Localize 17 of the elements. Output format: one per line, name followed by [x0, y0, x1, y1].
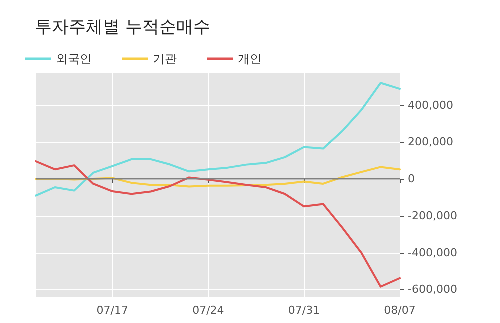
line-series	[35, 160, 401, 288]
y-tick-label: 0	[408, 172, 415, 186]
x-tick-label: 07/17	[96, 304, 128, 317]
chart-title: 투자주체별 누적순매수	[35, 18, 210, 38]
legend-label: 기관	[153, 52, 177, 66]
legend-label: 외국인	[56, 52, 92, 66]
y-tick-label: -600,000	[408, 283, 458, 296]
y-tick-label: 400,000	[408, 98, 454, 112]
x-tick-label: 08/07	[384, 304, 416, 317]
y-tick-label: -200,000	[408, 209, 458, 222]
y-tick-label: -400,000	[408, 246, 458, 260]
y-tick-label: 200,000	[408, 136, 454, 149]
legend-label: 개인	[238, 52, 262, 66]
x-tick-label: 07/31	[288, 304, 320, 317]
line-series	[35, 82, 401, 197]
x-tick-label: 07/24	[192, 304, 224, 317]
line-series	[35, 166, 401, 188]
